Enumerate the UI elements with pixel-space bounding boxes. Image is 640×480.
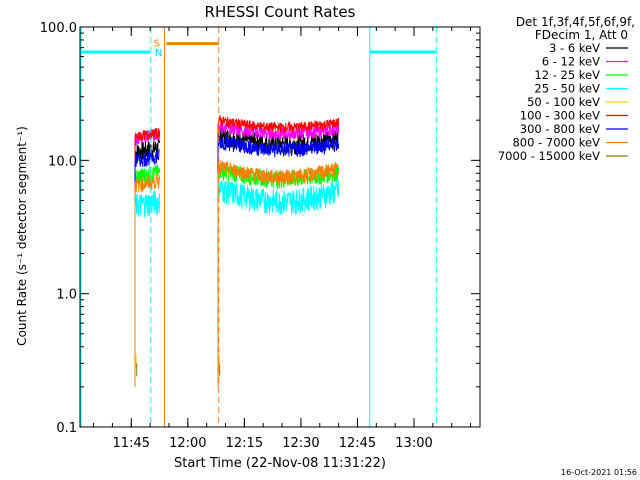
y-axis-label: Count Rate (s⁻¹ detector segment⁻¹) [15,126,29,346]
legend-label: 12 - 25 keV [534,68,600,82]
legend: Det 1f,3f,4f,5f,6f,9f, FDecim 1, Att 0 3… [498,15,635,163]
legend-label: 7000 - 15000 keV [498,149,600,163]
saa-label: S [153,39,159,50]
timestamp: 16-Oct-2021 01:56 [561,468,637,477]
y-tick-label: 0.1 [56,421,77,436]
y-axis: 0.1 1.0 10.0 100.0 [40,21,480,436]
x-tick-label: 12:15 [226,436,263,451]
series-line [134,149,160,387]
plot-frame [79,26,481,428]
legend-label: 6 - 12 keV [542,55,600,69]
x-axis: 11:45 12:00 12:15 12:30 12:45 13:00 [93,27,472,451]
interval-markers: NS [80,27,438,427]
series-line [134,137,160,387]
series-line [217,114,340,387]
legend-header-line-1: Det 1f,3f,4f,5f,6f,9f, [516,15,635,29]
legend-label: 50 - 100 keV [527,95,600,109]
legend-label: 100 - 300 keV [520,109,600,123]
series-line [134,127,160,387]
series-line [217,135,340,387]
chart-title: RHESSI Count Rates [205,3,356,21]
legend-label: 300 - 800 keV [520,122,600,136]
series-line [217,178,340,387]
y-tick-label: 100.0 [40,21,77,36]
x-tick-label: 12:00 [169,436,206,451]
x-tick-label: 12:45 [339,436,376,451]
night-label: N [155,48,162,59]
series-line [217,121,340,387]
legend-header-line-2: FDecim 1, Att 0 [535,28,628,42]
series-line [134,190,160,387]
x-tick-label: 12:30 [282,436,319,451]
y-tick-label: 10.0 [48,154,77,169]
legend-label: 3 - 6 keV [549,41,600,55]
x-tick-label: 13:00 [395,436,432,451]
x-axis-label: Start Time (22-Nov-08 11:31:22) [174,456,386,471]
series-line [217,160,340,387]
legend-label: 800 - 7000 keV [512,136,600,150]
y-tick-label: 1.0 [56,288,77,303]
legend-label: 25 - 50 keV [534,82,600,96]
series-line [134,174,160,387]
x-tick-label: 11:45 [113,436,150,451]
